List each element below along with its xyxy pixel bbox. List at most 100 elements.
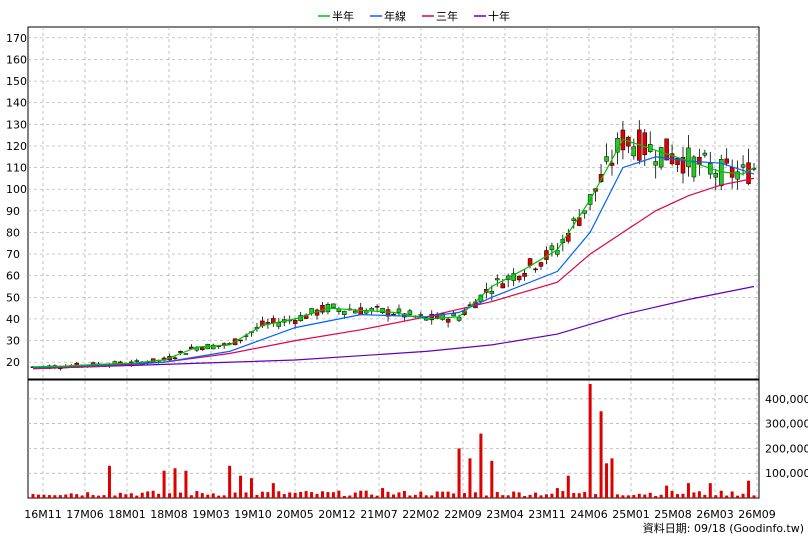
volume-bar <box>703 494 707 498</box>
volume-bar <box>484 495 488 498</box>
volume-bar <box>277 491 281 498</box>
candle-body <box>631 146 637 157</box>
price-tick-label: 110 <box>6 162 27 175</box>
volume-tick-label: 100,000 <box>765 467 808 480</box>
time-tick-label: 21M07 <box>360 508 398 521</box>
volume-bar <box>146 491 150 498</box>
candle-body <box>353 310 358 314</box>
candle-body <box>358 307 363 315</box>
volume-bar <box>326 492 330 498</box>
volume-bar <box>140 492 144 498</box>
time-tick-label: 20M05 <box>276 508 314 521</box>
candle-body <box>686 147 691 168</box>
volume-bar <box>124 494 128 498</box>
time-tick-label: 22M02 <box>402 508 440 521</box>
candle-body <box>331 303 336 308</box>
time-tick-label: 25M01 <box>612 508 650 521</box>
candle-body <box>456 316 462 321</box>
volume-bar <box>741 493 745 498</box>
volume-tick-label: 400,000 <box>765 393 808 406</box>
volume-bar <box>566 475 570 498</box>
candle-body <box>702 152 708 156</box>
price-axis-ticks: 20 30 40 50 60 70 80 90 100 110 120 130 140 150 160 170 <box>6 32 27 369</box>
volume-bar <box>157 493 161 498</box>
volume-bar <box>392 494 395 498</box>
legend-label: 十年 <box>488 9 510 23</box>
price-tick-label: 80 <box>6 226 20 239</box>
price-tick-label: 40 <box>6 313 20 326</box>
volume-bar <box>583 491 587 498</box>
volume-bar <box>441 491 445 498</box>
ma-3year-line <box>32 177 755 370</box>
time-tick-label: 17M06 <box>66 508 104 521</box>
price-tick-label: 130 <box>6 118 27 131</box>
volume-bar <box>615 494 619 498</box>
price-tick-label: 20 <box>6 356 20 369</box>
candle-body <box>511 273 516 281</box>
price-tick-label: 70 <box>6 248 20 261</box>
volume-bar <box>113 495 117 498</box>
volume-bar <box>452 493 456 498</box>
candle-body <box>385 309 391 317</box>
volume-bar <box>288 492 292 498</box>
time-tick-label: 18M08 <box>150 508 188 521</box>
volume-bar <box>370 494 374 498</box>
volume-bar <box>402 491 406 498</box>
price-tick-label: 60 <box>6 270 20 283</box>
candle-body <box>429 313 434 321</box>
candle-body <box>653 161 658 166</box>
volume-bar <box>228 465 232 498</box>
volume-bar <box>217 495 221 498</box>
volume-bar <box>686 483 690 498</box>
volume-bar <box>435 491 439 498</box>
price-panel-frame <box>27 26 760 380</box>
candle-body <box>740 164 746 168</box>
volume-bar <box>419 491 423 498</box>
volume-bar <box>747 480 751 498</box>
ma-half-year-line <box>32 138 755 368</box>
volume-bar <box>473 492 477 498</box>
volume-bar <box>665 485 669 498</box>
price-tick-label: 50 <box>6 291 20 304</box>
volume-axis-ticks: 100,000 200,000 300,000 400,000 <box>765 393 808 480</box>
candle-body <box>451 313 456 317</box>
legend-label: 半年 <box>332 9 354 23</box>
volume-bar <box>173 468 177 498</box>
candle-body <box>713 172 719 178</box>
candle-body <box>680 157 686 174</box>
volume-bar <box>719 490 723 498</box>
time-tick-label: 22M09 <box>444 508 482 521</box>
volume-bar <box>222 495 226 498</box>
candle-body <box>172 357 178 360</box>
volume-bar <box>397 492 401 498</box>
price-tick-label: 120 <box>6 140 27 153</box>
volume-bar <box>506 495 510 498</box>
candle-body <box>292 320 298 324</box>
volume-bar <box>320 491 324 498</box>
volume-bar <box>736 495 740 498</box>
volume-bar <box>293 492 297 498</box>
volume-bar <box>523 496 527 498</box>
price-tick-label: 100 <box>6 183 27 196</box>
time-tick-label: 19M03 <box>192 508 230 521</box>
volume-bar <box>692 492 696 498</box>
volume-bar <box>331 492 335 498</box>
candle-body <box>604 156 609 162</box>
price-tick-label: 30 <box>6 335 20 348</box>
volume-bar <box>135 495 139 498</box>
volume-tick-label: 200,000 <box>765 442 808 455</box>
volume-bar <box>512 491 516 498</box>
volume-bar <box>162 470 166 498</box>
candle-body <box>276 322 282 327</box>
candle-body <box>724 158 729 164</box>
volume-bar <box>725 495 729 498</box>
volume-bar <box>255 494 259 498</box>
volume-bar <box>637 493 641 498</box>
volume-bar <box>282 494 286 498</box>
volume-bar <box>413 494 417 498</box>
candle-body <box>500 283 505 289</box>
volume-bar <box>561 491 565 498</box>
volume-bar <box>353 492 357 498</box>
data-date-footer: 資料日期: 09/18 (Goodinfo.tw) <box>643 521 804 535</box>
